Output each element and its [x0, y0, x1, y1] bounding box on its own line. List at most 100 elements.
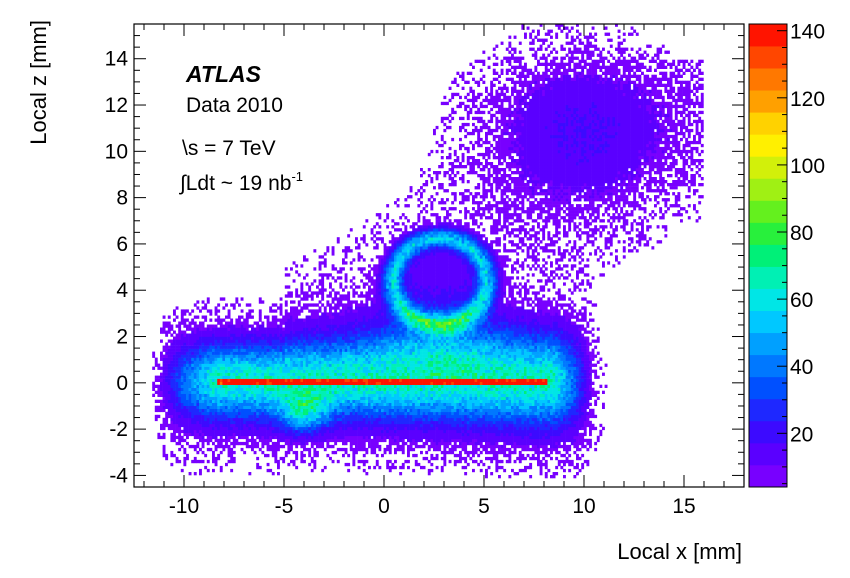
- heatmap-cell: [282, 372, 286, 376]
- heatmap-cell: [349, 369, 353, 373]
- heatmap-cell: [391, 249, 395, 253]
- heatmap-cell: [386, 444, 390, 449]
- heatmap-cell: [209, 348, 213, 352]
- heatmap-cell: [339, 297, 343, 301]
- heatmap-cell: [401, 417, 405, 422]
- heatmap-cell: [394, 237, 397, 241]
- heatmap-cell: [336, 396, 340, 400]
- heatmap-cell: [305, 384, 309, 388]
- heatmap-cell: [373, 288, 377, 292]
- heatmap-cell: [407, 327, 410, 331]
- heatmap-cell: [196, 381, 200, 385]
- heatmap-cell: [368, 336, 371, 340]
- heatmap-cell: [386, 279, 390, 283]
- heatmap-cell: [373, 372, 377, 376]
- heatmap-cell: [355, 420, 358, 425]
- heatmap-cell: [378, 300, 382, 304]
- heatmap-cell: [167, 369, 171, 373]
- heatmap-cell: [323, 387, 327, 391]
- heatmap-cell: [178, 354, 182, 358]
- heatmap-cell: [339, 426, 343, 431]
- heatmap-cell: [300, 456, 304, 461]
- heatmap-cell: [297, 336, 301, 340]
- heatmap-cell: [279, 339, 283, 343]
- heatmap-cell: [180, 390, 184, 394]
- heatmap-cell: [253, 330, 257, 334]
- heatmap-cell: [253, 408, 257, 413]
- heatmap-cell: [404, 390, 408, 394]
- heatmap-cell: [206, 327, 210, 331]
- heatmap-cell: [235, 375, 239, 379]
- heatmap-cell: [391, 219, 395, 223]
- heatmap-cell: [347, 345, 351, 349]
- heatmap-cell: [318, 402, 322, 406]
- heatmap-cell: [180, 333, 184, 337]
- heatmap-cell: [362, 408, 366, 413]
- heatmap-cell: [227, 309, 231, 313]
- heatmap-cell: [378, 432, 382, 437]
- heatmap-cell: [243, 435, 247, 440]
- heatmap-cell: [170, 360, 174, 364]
- heatmap-cell: [375, 429, 379, 434]
- heatmap-cell: [396, 279, 400, 283]
- heatmap-cell: [321, 354, 325, 358]
- heatmap-cell: [313, 399, 317, 403]
- heatmap-cell: [305, 447, 309, 452]
- heatmap-cell: [375, 336, 379, 340]
- heatmap-cell: [225, 441, 228, 446]
- heatmap-cell: [167, 414, 171, 419]
- heatmap-cell: [297, 309, 301, 313]
- heatmap-cell: [316, 327, 319, 331]
- heatmap-cell: [336, 333, 340, 337]
- heatmap-cell: [188, 396, 192, 400]
- heatmap-cell: [214, 309, 218, 313]
- heatmap-cell: [175, 381, 179, 385]
- heatmap-cell: [230, 393, 234, 397]
- heatmap-cell: [386, 249, 390, 253]
- heatmap-cell: [407, 300, 410, 304]
- heatmap-cell: [370, 438, 374, 443]
- heatmap-cell: [290, 417, 293, 422]
- heatmap-cell: [175, 408, 179, 413]
- heatmap-cell: [238, 336, 241, 340]
- heatmap-cell: [178, 327, 182, 331]
- heatmap-cell: [378, 420, 382, 425]
- heatmap-cell: [232, 423, 236, 428]
- heatmap-cell: [243, 405, 247, 409]
- heatmap-cell: [316, 303, 319, 307]
- heatmap-cell: [407, 297, 410, 301]
- heatmap-cell: [297, 345, 301, 349]
- heatmap-cell: [334, 306, 338, 310]
- heatmap-cell: [331, 459, 335, 464]
- heatmap-cell: [212, 330, 215, 334]
- heatmap-cell: [175, 351, 179, 355]
- heatmap-cell: [180, 312, 184, 316]
- heatmap-cell: [188, 423, 192, 428]
- heatmap-cell: [386, 363, 390, 367]
- heatmap-cell: [357, 459, 361, 464]
- heatmap-cell: [365, 390, 369, 394]
- heatmap-cell: [295, 450, 299, 455]
- heatmap-cell: [388, 399, 392, 403]
- heatmap-cell: [206, 405, 210, 409]
- heatmap-cell: [360, 423, 364, 428]
- heatmap-cell: [399, 294, 403, 298]
- heatmap-cell: [160, 405, 163, 409]
- heatmap-cell: [391, 396, 395, 400]
- heatmap-cell: [222, 366, 226, 370]
- heatmap-cell: [191, 381, 195, 385]
- heatmap-cell: [240, 387, 244, 391]
- heatmap-cell: [160, 375, 163, 379]
- heatmap-cell: [209, 420, 213, 425]
- heatmap-cell: [251, 345, 254, 349]
- heatmap-cell: [336, 345, 340, 349]
- heatmap-cell: [313, 366, 317, 370]
- heatmap-cell: [355, 237, 358, 241]
- heatmap-cell: [258, 297, 262, 301]
- heatmap-cell: [199, 348, 202, 352]
- heatmap-cell: [282, 408, 286, 413]
- heatmap-cell: [349, 330, 353, 334]
- heatmap-cell: [329, 291, 332, 295]
- heatmap-cell: [401, 261, 405, 265]
- heatmap-cell: [355, 363, 358, 367]
